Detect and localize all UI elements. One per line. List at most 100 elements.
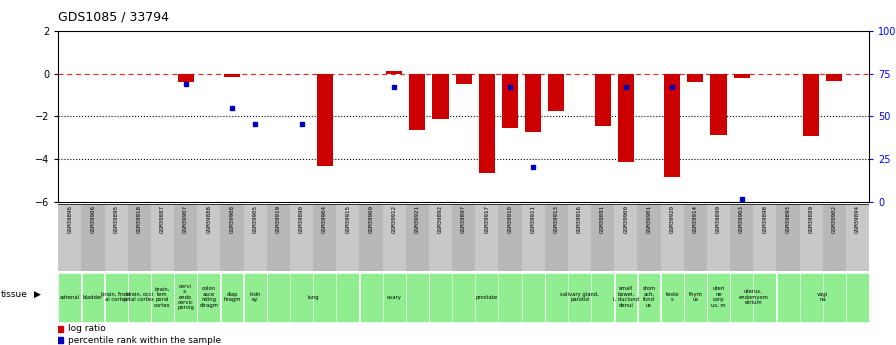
Text: uterus,
endomyom
etrium: uterus, endomyom etrium — [738, 289, 768, 305]
FancyBboxPatch shape — [197, 204, 220, 271]
Text: GSM39899: GSM39899 — [716, 205, 721, 233]
Text: GSM39906: GSM39906 — [90, 205, 96, 233]
Bar — [617, 74, 634, 162]
Text: GSM39915: GSM39915 — [345, 205, 350, 233]
FancyBboxPatch shape — [777, 273, 869, 322]
Text: GSM39912: GSM39912 — [392, 205, 397, 233]
FancyBboxPatch shape — [105, 204, 128, 271]
Text: GSM39907: GSM39907 — [183, 205, 188, 233]
Text: GDS1085 / 33794: GDS1085 / 33794 — [58, 10, 169, 23]
Text: GSM39902: GSM39902 — [831, 205, 837, 233]
Bar — [711, 74, 727, 135]
Text: GSM39891: GSM39891 — [600, 205, 605, 233]
FancyBboxPatch shape — [568, 204, 591, 271]
Text: GSM39921: GSM39921 — [415, 205, 420, 233]
Text: ovary: ovary — [387, 295, 401, 299]
Text: GSM39897: GSM39897 — [461, 205, 466, 233]
FancyBboxPatch shape — [452, 204, 475, 271]
Text: lung: lung — [307, 295, 319, 299]
Text: GSM39913: GSM39913 — [554, 205, 559, 233]
Bar — [409, 74, 426, 130]
Bar — [386, 71, 402, 74]
Bar — [803, 74, 819, 136]
Text: log ratio: log ratio — [68, 324, 106, 333]
FancyBboxPatch shape — [754, 204, 777, 271]
Bar — [478, 74, 495, 173]
FancyBboxPatch shape — [267, 273, 359, 322]
FancyBboxPatch shape — [105, 273, 127, 322]
Text: brain,
tem
poral
cortex: brain, tem poral cortex — [154, 286, 171, 308]
Text: GSM39905: GSM39905 — [253, 205, 258, 233]
Text: cervi
x,
endo
cervic
pervig: cervi x, endo cervic pervig — [177, 284, 194, 310]
Bar — [433, 74, 449, 119]
Bar — [502, 74, 518, 128]
Text: GSM39903: GSM39903 — [739, 205, 745, 233]
Text: GSM39911: GSM39911 — [530, 205, 536, 233]
FancyBboxPatch shape — [128, 204, 151, 271]
FancyBboxPatch shape — [359, 273, 428, 322]
FancyBboxPatch shape — [82, 204, 105, 271]
Bar — [595, 74, 611, 126]
FancyBboxPatch shape — [383, 204, 406, 271]
FancyBboxPatch shape — [151, 204, 174, 271]
FancyBboxPatch shape — [429, 204, 452, 271]
Text: stom
ach,
fund
us: stom ach, fund us — [642, 286, 656, 308]
FancyBboxPatch shape — [846, 204, 869, 271]
FancyBboxPatch shape — [638, 273, 660, 322]
Text: brain, front
al cortex: brain, front al cortex — [101, 292, 131, 302]
Text: GSM39890: GSM39890 — [299, 205, 304, 233]
Bar — [826, 74, 842, 81]
FancyBboxPatch shape — [730, 204, 754, 271]
FancyBboxPatch shape — [359, 204, 383, 271]
FancyBboxPatch shape — [151, 273, 174, 322]
Text: GSM39910: GSM39910 — [507, 205, 513, 233]
FancyBboxPatch shape — [174, 204, 197, 271]
Text: thym
us: thym us — [688, 292, 702, 302]
Text: GSM39893: GSM39893 — [786, 205, 790, 233]
FancyBboxPatch shape — [684, 273, 707, 322]
FancyBboxPatch shape — [637, 204, 660, 271]
Text: prostate: prostate — [476, 295, 498, 299]
Text: GSM39887: GSM39887 — [160, 205, 165, 233]
Text: small
bowel,
l, duclund
denui: small bowel, l, duclund denui — [613, 286, 639, 308]
Text: teste
s: teste s — [666, 292, 679, 302]
Bar — [664, 74, 680, 177]
Text: GSM39895: GSM39895 — [114, 205, 118, 233]
FancyBboxPatch shape — [498, 204, 521, 271]
Text: GSM39896: GSM39896 — [67, 205, 73, 233]
Bar — [687, 74, 703, 82]
Text: GSM39918: GSM39918 — [137, 205, 142, 233]
Text: GSM39901: GSM39901 — [647, 205, 651, 233]
FancyBboxPatch shape — [82, 273, 104, 322]
FancyBboxPatch shape — [823, 204, 846, 271]
Text: adrenal: adrenal — [60, 295, 80, 299]
FancyBboxPatch shape — [777, 204, 799, 271]
Text: GSM39900: GSM39900 — [624, 205, 628, 233]
FancyBboxPatch shape — [591, 204, 615, 271]
FancyBboxPatch shape — [545, 273, 614, 322]
Text: brain, occi
pital cortex: brain, occi pital cortex — [125, 292, 154, 302]
FancyBboxPatch shape — [290, 204, 313, 271]
FancyBboxPatch shape — [475, 204, 498, 271]
Text: GSM39888: GSM39888 — [206, 205, 211, 233]
FancyBboxPatch shape — [429, 273, 545, 322]
FancyBboxPatch shape — [406, 204, 429, 271]
Bar — [316, 74, 332, 166]
FancyBboxPatch shape — [244, 273, 266, 322]
Text: GSM39898: GSM39898 — [762, 205, 767, 233]
Bar — [224, 74, 240, 77]
FancyBboxPatch shape — [521, 204, 545, 271]
Text: colon
asce
nding
diragm: colon asce nding diragm — [199, 286, 219, 308]
Text: GSM39916: GSM39916 — [577, 205, 582, 233]
Text: uteri
ne
corp
us, m: uteri ne corp us, m — [711, 286, 726, 308]
Text: GSM39909: GSM39909 — [368, 205, 374, 233]
FancyBboxPatch shape — [684, 204, 707, 271]
FancyBboxPatch shape — [799, 204, 823, 271]
Text: GSM39892: GSM39892 — [438, 205, 443, 233]
FancyBboxPatch shape — [220, 273, 244, 322]
Text: percentile rank within the sample: percentile rank within the sample — [68, 336, 221, 345]
FancyBboxPatch shape — [661, 273, 684, 322]
Bar — [525, 74, 541, 132]
Bar — [734, 74, 750, 78]
FancyBboxPatch shape — [615, 273, 637, 322]
